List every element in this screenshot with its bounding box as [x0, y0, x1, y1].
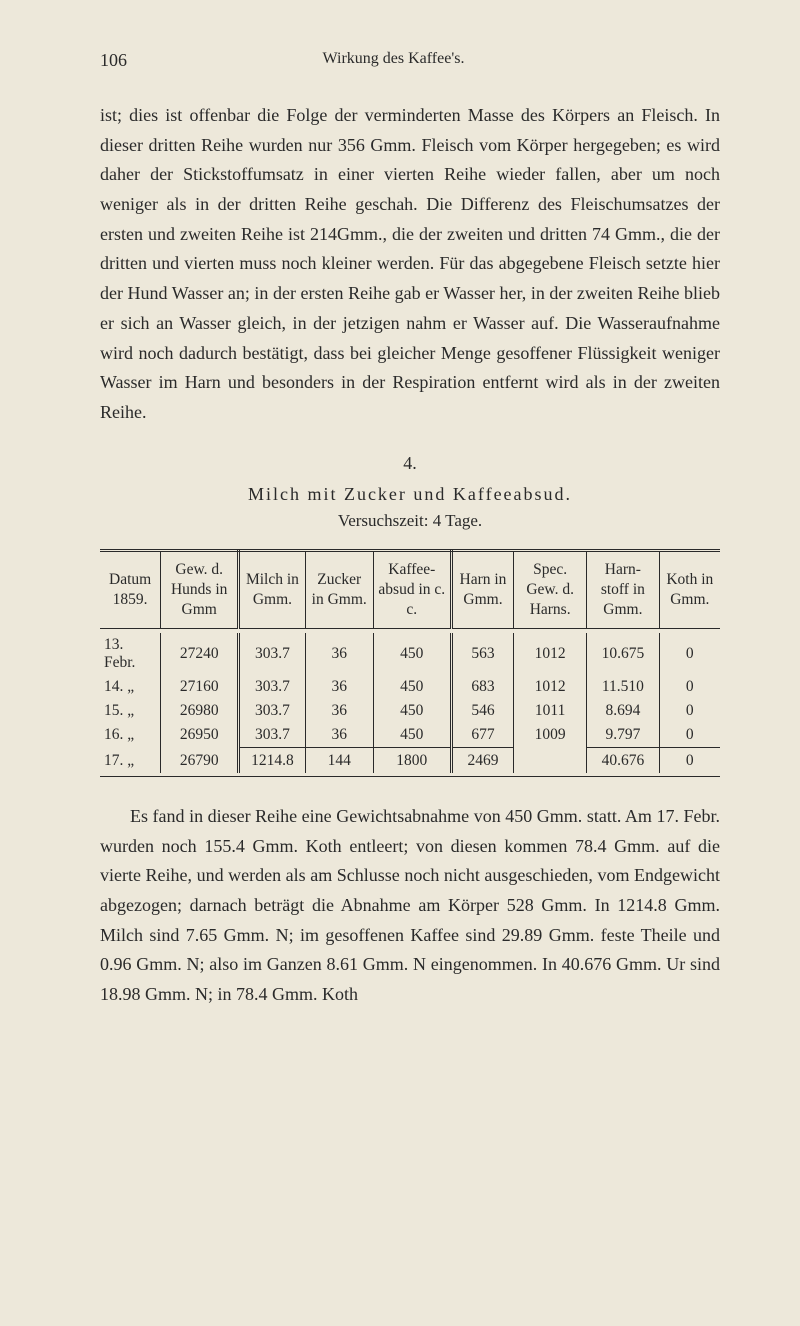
cell: 1012: [514, 675, 587, 699]
cell: 26950: [161, 723, 239, 748]
cell: 13. Febr.: [100, 633, 161, 675]
cell: 0: [659, 633, 720, 675]
cell: 14. „: [100, 675, 161, 699]
paragraph-2: Es fand in dieser Reihe eine Gewichtsabn…: [100, 802, 720, 1010]
cell: 0: [659, 723, 720, 748]
col-header: Harn in Gmm.: [451, 550, 513, 628]
cell: 303.7: [239, 633, 305, 675]
cell: 36: [305, 633, 373, 675]
table-row: 16. „ 26950 303.7 36 450 677 1009 9.797 …: [100, 723, 720, 748]
paragraph-1: ist; dies ist offenbar die Folge der ver…: [100, 101, 720, 428]
cell: 303.7: [239, 675, 305, 699]
cell: 27160: [161, 675, 239, 699]
section-number: 4.: [100, 453, 720, 474]
cell: 1214.8: [239, 747, 305, 773]
col-header: Koth in Gmm.: [659, 550, 720, 628]
table-row: 15. „ 26980 303.7 36 450 546 1011 8.694 …: [100, 699, 720, 723]
cell: 10.675: [587, 633, 659, 675]
cell: 27240: [161, 633, 239, 675]
cell: 16. „: [100, 723, 161, 748]
cell: 563: [451, 633, 513, 675]
cell: 15. „: [100, 699, 161, 723]
cell: 36: [305, 723, 373, 748]
cell: 8.694: [587, 699, 659, 723]
cell: 303.7: [239, 699, 305, 723]
cell: 2469: [451, 747, 513, 773]
cell: 9.797: [587, 723, 659, 748]
data-table: Datum 1859. Gew. d. Hunds in Gmm Milch i…: [100, 549, 720, 777]
cell: 450: [373, 723, 451, 748]
cell: 1800: [373, 747, 451, 773]
cell: 303.7: [239, 723, 305, 748]
col-header: Datum 1859.: [100, 550, 161, 628]
table-row: 13. Febr. 27240 303.7 36 450 563 1012 10…: [100, 633, 720, 675]
col-header: Milch in Gmm.: [239, 550, 305, 628]
col-header: Spec. Gew. d. Harns.: [514, 550, 587, 628]
cell: 40.676: [587, 747, 659, 773]
cell: 546: [451, 699, 513, 723]
cell: 36: [305, 699, 373, 723]
section-title: Milch mit Zucker und Kaffeeabsud.: [100, 484, 720, 505]
table-row: 14. „ 27160 303.7 36 450 683 1012 11.510…: [100, 675, 720, 699]
cell: 0: [659, 699, 720, 723]
cell: 0: [659, 747, 720, 773]
col-header: Zucker in Gmm.: [305, 550, 373, 628]
cell: 450: [373, 699, 451, 723]
cell: 36: [305, 675, 373, 699]
cell: 677: [451, 723, 513, 748]
cell: 1009: [514, 723, 587, 748]
col-header: Harn-stoff in Gmm.: [587, 550, 659, 628]
cell: 1012: [514, 633, 587, 675]
cell: 450: [373, 633, 451, 675]
cell: 11.510: [587, 675, 659, 699]
col-header: Gew. d. Hunds in Gmm: [161, 550, 239, 628]
cell: 17. „: [100, 747, 161, 773]
page-header: 106 Wirkung des Kaffee's.: [100, 50, 720, 71]
cell: 26790: [161, 747, 239, 773]
table-row: 17. „ 26790 1214.8 144 1800 2469 40.676 …: [100, 747, 720, 773]
cell: 144: [305, 747, 373, 773]
cell: 683: [451, 675, 513, 699]
page-number: 106: [100, 50, 127, 71]
cell: 26980: [161, 699, 239, 723]
cell: 450: [373, 675, 451, 699]
section-subtitle: Versuchszeit: 4 Tage.: [100, 511, 720, 531]
cell: 0: [659, 675, 720, 699]
cell: 1011: [514, 699, 587, 723]
cell: [514, 747, 587, 773]
col-header: Kaffee-absud in c. c.: [373, 550, 451, 628]
running-head: Wirkung des Kaffee's.: [127, 50, 720, 71]
